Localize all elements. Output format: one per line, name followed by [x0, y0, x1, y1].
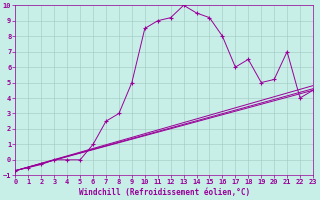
X-axis label: Windchill (Refroidissement éolien,°C): Windchill (Refroidissement éolien,°C) [79, 188, 250, 197]
